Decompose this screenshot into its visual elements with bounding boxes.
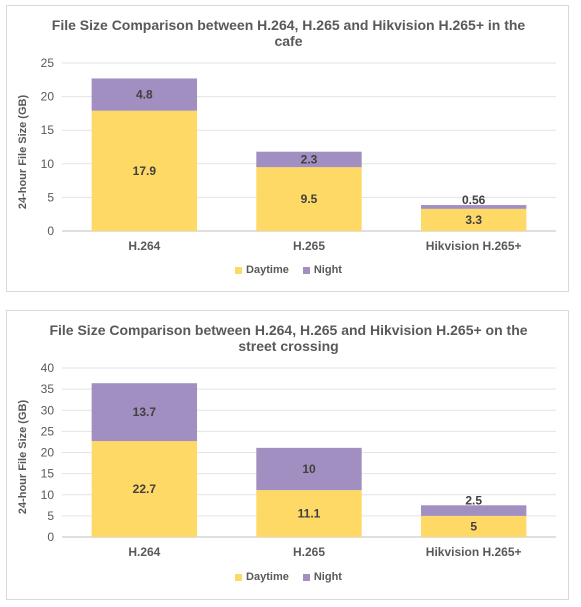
legend-swatch-night xyxy=(302,266,310,274)
x-tick-label: H.265 xyxy=(293,545,325,559)
data-label-night: 10 xyxy=(302,462,316,476)
y-tick-label: 25 xyxy=(41,424,55,438)
data-label-daytime: 22.7 xyxy=(133,482,157,496)
legend-item-daytime: Daytime xyxy=(235,264,289,276)
bar-daytime xyxy=(91,110,198,231)
x-tick-label: H.265 xyxy=(293,239,325,253)
bar-daytime xyxy=(256,490,362,537)
data-label-daytime: 3.3 xyxy=(465,213,482,227)
data-label-night: 4.8 xyxy=(136,88,153,102)
bar-night xyxy=(256,151,362,168)
y-tick-label: 10 xyxy=(41,488,55,502)
y-tick-label: 25 xyxy=(41,56,55,70)
bar-daytime xyxy=(91,441,198,537)
legend-swatch-daytime xyxy=(235,266,243,274)
data-label-night: 2.5 xyxy=(465,493,482,507)
y-tick-label: 0 xyxy=(47,224,54,238)
chart-plot-street-crossing: 0 5 10 15 20 25 30 35 40 22.7 13.7 H.264 11.1 10 H.265… xyxy=(41,361,556,559)
bar-daytime xyxy=(256,167,362,231)
chart-title-line-1: File Size Comparison between H.264, H.26… xyxy=(49,322,528,338)
legend-label-night: Night xyxy=(313,571,342,583)
chart-title-line-1: File Size Comparison between H.264, H.26… xyxy=(51,17,526,33)
bar-daytime xyxy=(420,515,527,537)
data-label-night: 2.3 xyxy=(301,152,318,166)
bar-night xyxy=(91,383,198,442)
chart-title: File Size Comparison between H.264, H.26… xyxy=(7,17,570,49)
legend-swatch-night xyxy=(302,573,310,581)
y-tick-label: 30 xyxy=(41,403,55,417)
bar-night xyxy=(256,447,362,491)
legend-label-daytime: Daytime xyxy=(246,264,289,276)
chart-title: File Size Comparison between H.264, H.26… xyxy=(7,322,570,354)
y-tick-label: 5 xyxy=(47,190,54,204)
legend-item-daytime: Daytime xyxy=(235,571,289,583)
bar-night xyxy=(420,505,527,516)
chart-panel-street-crossing: File Size Comparison between H.264, H.26… xyxy=(6,310,569,600)
x-tick-label: Hikvision H.265+ xyxy=(426,239,522,253)
y-tick-label: 0 xyxy=(47,530,54,544)
legend-label-night: Night xyxy=(313,264,342,276)
data-label-daytime: 9.5 xyxy=(301,192,318,206)
y-tick-label: 15 xyxy=(41,467,55,481)
legend-item-night: Night xyxy=(302,264,342,276)
x-tick-label: H.264 xyxy=(128,239,160,253)
y-tick-label: 5 xyxy=(47,509,54,523)
data-label-daytime: 17.9 xyxy=(133,164,157,178)
legend: Daytime Night xyxy=(7,264,570,276)
data-label-daytime: 11.1 xyxy=(298,507,321,521)
bar-night xyxy=(91,78,198,111)
legend-swatch-daytime xyxy=(235,573,243,581)
legend-item-night: Night xyxy=(302,571,342,583)
data-label-daytime: 5 xyxy=(470,519,477,533)
legend-label-daytime: Daytime xyxy=(246,571,289,583)
data-label-night: 13.7 xyxy=(133,405,157,419)
legend: Daytime Night xyxy=(7,571,570,583)
x-tick-label: H.264 xyxy=(128,545,160,559)
y-tick-label: 20 xyxy=(41,446,55,460)
y-tick-label: 10 xyxy=(41,157,55,171)
bar-daytime xyxy=(420,208,527,231)
data-label-night: 0.56 xyxy=(462,193,486,207)
x-tick-label: Hikvision H.265+ xyxy=(426,545,522,559)
chart-plot-cafe: 0 5 10 15 20 25 17.9 4.8 H.264 9.5 2.3 H.265 3.3 0.56… xyxy=(41,56,556,253)
chart-panel-cafe: File Size Comparison between H.264, H.26… xyxy=(6,5,569,292)
y-tick-label: 20 xyxy=(41,90,55,104)
bar-night xyxy=(420,205,527,209)
y-tick-label: 40 xyxy=(41,361,55,375)
y-tick-label: 35 xyxy=(41,382,55,396)
y-tick-label: 15 xyxy=(41,123,55,137)
chart-title-line-2: cafe xyxy=(274,33,303,49)
chart-title-line-2: street crossing xyxy=(238,338,339,354)
